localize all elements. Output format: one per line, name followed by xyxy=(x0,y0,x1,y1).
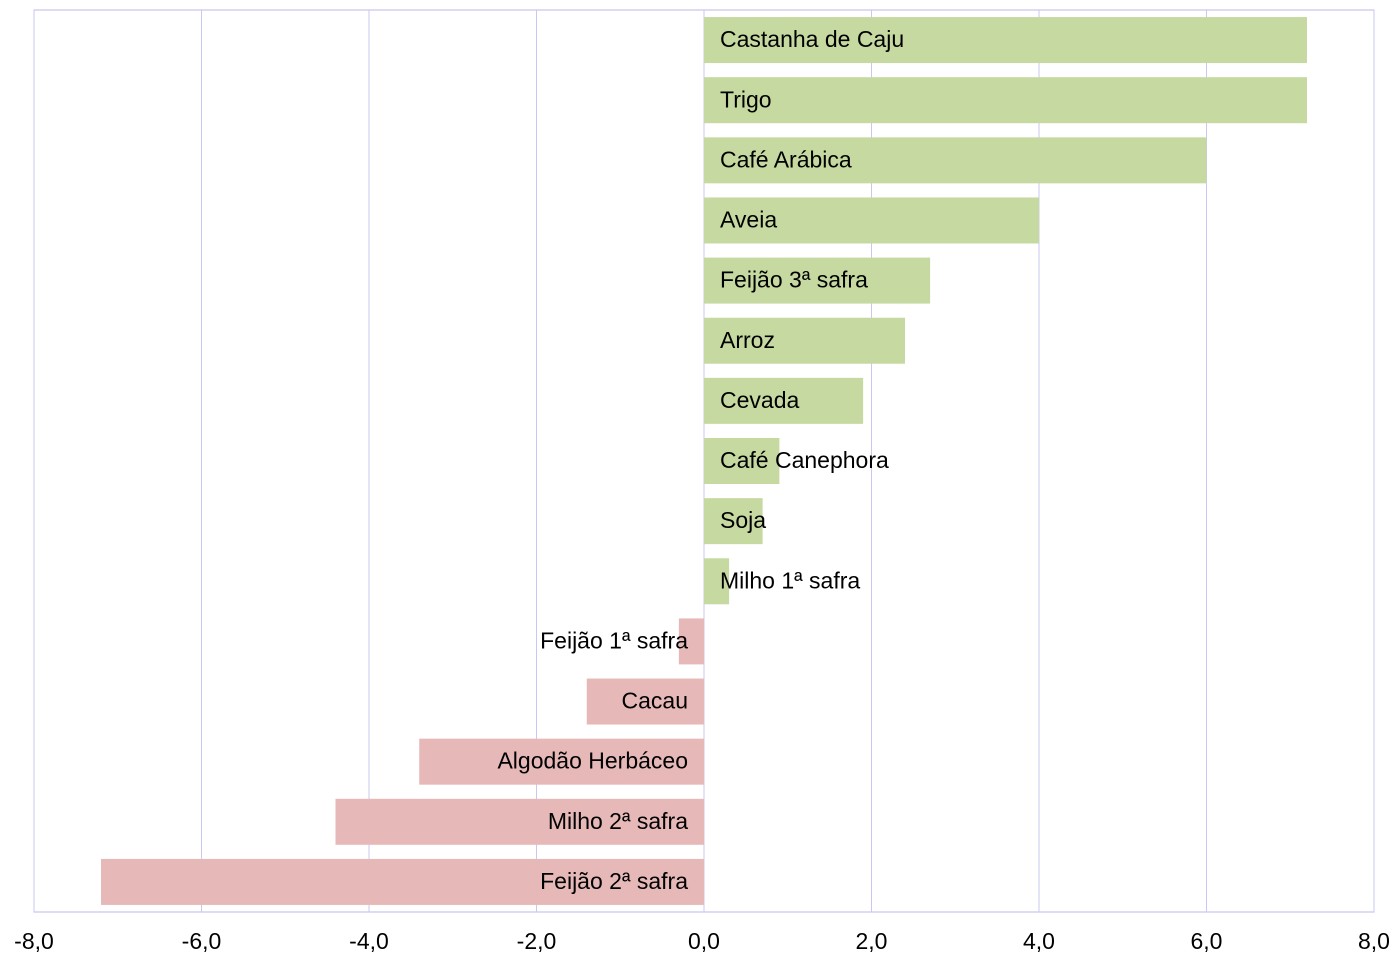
x-tick-label: 6,0 xyxy=(1191,928,1223,954)
bar-label: Feijão 2ª safra xyxy=(540,868,688,894)
bar-label: Milho 2ª safra xyxy=(548,808,688,834)
bar xyxy=(704,257,931,304)
bar xyxy=(704,137,1207,184)
bar xyxy=(586,678,704,725)
x-tick-label: 0,0 xyxy=(688,928,720,954)
bar xyxy=(704,77,1307,124)
bar-label: Algodão Herbáceo xyxy=(497,748,688,774)
bar-label: Café Canephora xyxy=(720,447,889,473)
bar-label: Aveia xyxy=(720,207,777,233)
bar-label: Feijão 3ª safra xyxy=(720,267,868,293)
x-tick-label: -6,0 xyxy=(182,928,222,954)
bar-label: Trigo xyxy=(720,86,772,112)
bar-label: Cacau xyxy=(622,688,688,714)
bar-label: Castanha de Caju xyxy=(720,26,904,52)
bar xyxy=(704,438,780,484)
bar xyxy=(704,317,905,364)
x-tick-label: 2,0 xyxy=(856,928,888,954)
bar-label: Feijão 1ª safra xyxy=(540,627,688,653)
bar xyxy=(678,618,704,665)
bar-label: Café Arábica xyxy=(720,146,852,172)
bar xyxy=(704,558,730,605)
x-tick-label: 4,0 xyxy=(1023,928,1055,954)
x-tick-label: -8,0 xyxy=(14,928,54,954)
bar-label: Arroz xyxy=(720,327,775,353)
bar xyxy=(704,377,864,424)
bar xyxy=(704,498,763,545)
bar-label: Milho 1ª safra xyxy=(720,567,860,593)
bar xyxy=(101,858,704,905)
bar xyxy=(704,197,1039,244)
x-tick-label: -2,0 xyxy=(517,928,557,954)
bar-label: Cevada xyxy=(720,387,799,413)
bar-label: Soja xyxy=(720,507,766,533)
x-tick-label: -4,0 xyxy=(349,928,389,954)
bar xyxy=(704,17,1307,64)
bar xyxy=(335,798,704,845)
x-tick-label: 8,0 xyxy=(1358,928,1390,954)
bar xyxy=(419,738,704,785)
